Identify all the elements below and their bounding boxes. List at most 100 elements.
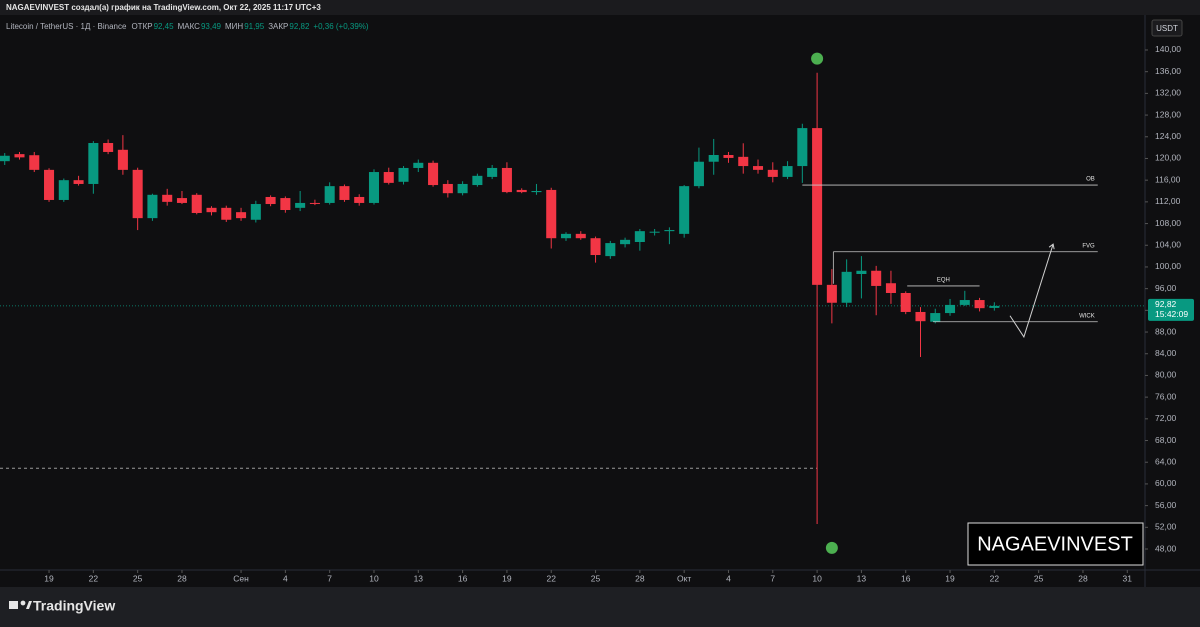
y-tick-label: 72,00 [1155, 413, 1177, 423]
last-price-label: 92,82 [1155, 299, 1177, 309]
x-tick-label: 28 [177, 573, 187, 583]
level-label: EQH [937, 278, 950, 284]
candle-body [280, 198, 291, 210]
y-tick-label: 112,00 [1155, 196, 1181, 206]
arrow-head [1048, 243, 1055, 250]
y-tick-label: 64,00 [1155, 456, 1177, 466]
legend-text: 92,82 [289, 22, 310, 31]
y-tick-label: 84,00 [1155, 348, 1177, 358]
candle-body [974, 300, 985, 309]
candle-body [354, 196, 365, 203]
y-tick-label: 88,00 [1155, 326, 1177, 336]
x-tick-label: 10 [812, 573, 822, 583]
legend-text: ОТКР [131, 22, 152, 31]
candle-body [236, 212, 247, 219]
candle-body [723, 154, 734, 158]
y-tick-label: 96,00 [1155, 283, 1177, 293]
y-tick-label: 68,00 [1155, 435, 1177, 445]
header-bar [0, 0, 1200, 15]
x-tick-label: 25 [1034, 573, 1044, 583]
footer-bar [0, 587, 1200, 627]
candle-body [398, 167, 409, 182]
candle-body [472, 175, 483, 186]
candle-body [841, 271, 852, 303]
legend-text: МАКС [178, 22, 201, 31]
candle-body [693, 161, 704, 187]
x-tick-label: 22 [546, 573, 556, 583]
candle-body [73, 180, 84, 184]
y-tick-label: 140,00 [1155, 44, 1181, 54]
x-tick-label: 28 [635, 573, 645, 583]
y-tick-label: 60,00 [1155, 478, 1177, 488]
y-tick-label: 56,00 [1155, 500, 1177, 510]
x-tick-label: 19 [44, 573, 54, 583]
candle-body [531, 191, 542, 193]
candle-body [309, 202, 320, 204]
legend-text: Litecoin / TetherUS · 1Д · Binance [6, 22, 127, 31]
x-tick-label: 7 [770, 573, 775, 583]
x-tick-label: 28 [1078, 573, 1088, 583]
last-price-box [1148, 298, 1194, 321]
candle-body [560, 233, 572, 239]
candle-body [826, 284, 837, 303]
candle-body [206, 207, 217, 213]
candle-body [29, 155, 40, 170]
y-tick-label: 136,00 [1155, 66, 1181, 76]
candle-body [516, 189, 527, 193]
candle-body [767, 169, 778, 177]
x-tick-label: 16 [458, 573, 468, 583]
x-tick-label: 31 [1123, 573, 1133, 583]
candle-body [930, 313, 941, 322]
candle-body [634, 231, 645, 243]
plot: OB FVG EQH WICK [0, 52, 1145, 554]
candle-body [58, 180, 69, 200]
candle-body [782, 166, 793, 177]
y-tick-label: 100,00 [1155, 261, 1181, 271]
x-tick-label: 4 [283, 573, 288, 583]
countdown: 15:42:09 [1155, 309, 1188, 319]
footer-brand: TradingView [33, 598, 115, 614]
x-tick-label: 19 [502, 573, 512, 583]
candle-body [162, 194, 173, 202]
marker-dot [811, 52, 824, 65]
candle-body [856, 270, 867, 275]
candle-body [546, 189, 557, 239]
y-tick-label: 48,00 [1155, 543, 1177, 553]
candle-body [812, 128, 823, 285]
candle-body [752, 166, 764, 170]
candle-body [679, 186, 690, 234]
watermark-box [967, 522, 1144, 566]
legend-text: +0,36 (+0,39%) [313, 22, 368, 31]
candle-body [0, 155, 10, 162]
tv-logo [9, 600, 32, 609]
candle-body [708, 154, 719, 162]
candle-body [413, 162, 424, 168]
legend-text: МИН [225, 22, 243, 31]
x-tick-label: 7 [327, 573, 332, 583]
x-tick-label: 13 [857, 573, 867, 583]
candle-body [88, 143, 99, 184]
candle-body [989, 305, 1000, 308]
legend-text: ЗАКР [268, 22, 288, 31]
x-tick-label: Сен [233, 573, 249, 583]
candle-body [590, 238, 601, 256]
currency: USDT [1156, 24, 1178, 33]
x-tick-label: 22 [89, 573, 99, 583]
level-label: WICK [1079, 313, 1095, 319]
x-tick-label: Окт [677, 573, 691, 583]
candle-body [442, 183, 453, 194]
candle-body [501, 167, 512, 193]
candle-body [797, 128, 808, 167]
watermark: NAGAEVINVEST [977, 533, 1133, 555]
x-tick-label: 4 [726, 573, 731, 583]
y-tick-label: 80,00 [1155, 370, 1177, 380]
x-tick-label: 10 [369, 573, 379, 583]
candle-body [945, 304, 956, 314]
candle-body [959, 300, 970, 305]
legend-text: 92,45 [154, 22, 175, 31]
y-tick-label: 124,00 [1155, 131, 1181, 141]
currency-box [1151, 19, 1183, 37]
candle-body [457, 183, 468, 194]
candle-body [103, 143, 114, 152]
candle-body [250, 204, 261, 220]
